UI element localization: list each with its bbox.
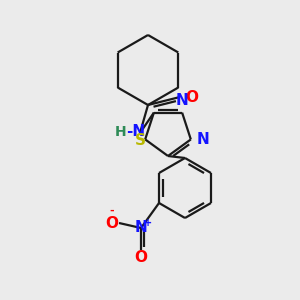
Text: S: S — [135, 133, 146, 148]
Text: O: O — [185, 89, 198, 104]
Text: +: + — [144, 218, 152, 228]
Text: -N: -N — [126, 124, 145, 140]
Text: N: N — [197, 132, 210, 147]
Text: O: O — [106, 215, 118, 230]
Text: -: - — [110, 206, 114, 216]
Text: O: O — [134, 250, 148, 265]
Text: H: H — [114, 125, 126, 139]
Text: N: N — [135, 220, 147, 235]
Text: N: N — [176, 93, 188, 108]
